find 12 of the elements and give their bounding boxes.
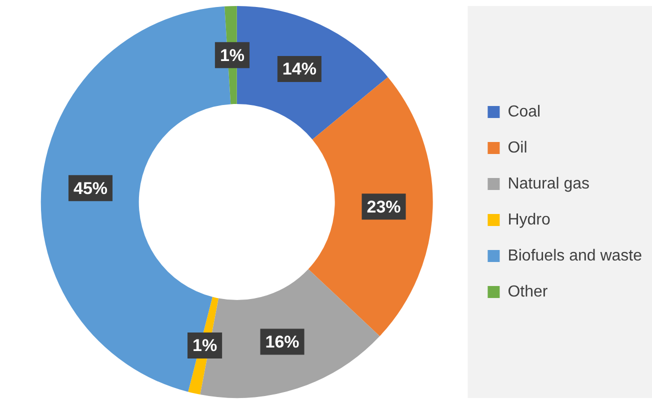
legend-label: Other (508, 283, 548, 300)
data-label: 14% (282, 60, 316, 79)
data-label: 1% (192, 336, 218, 356)
data-label: 16% (265, 332, 300, 352)
legend-label: Natural gas (508, 175, 590, 192)
legend-label: Hydro (508, 211, 550, 228)
data-label: 1% (220, 46, 245, 65)
data-label: 45% (73, 178, 108, 198)
legend-label: Coal (508, 103, 541, 120)
data-label: 23% (366, 197, 401, 216)
legend-label: Oil (508, 139, 528, 156)
legend-label: Biofuels and waste (508, 247, 642, 264)
